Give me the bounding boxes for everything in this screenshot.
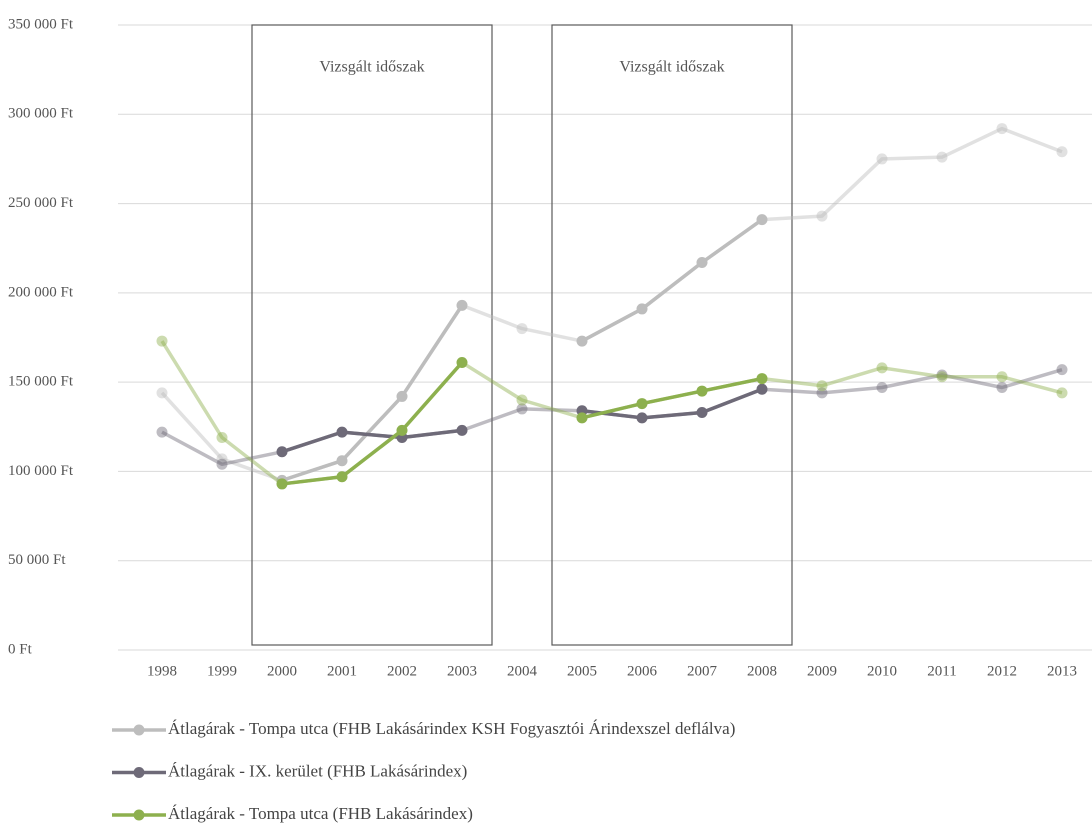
point <box>636 412 648 424</box>
point <box>156 387 168 399</box>
x-tick-label: 1999 <box>207 663 237 679</box>
period-label: Vizsgált időszak <box>319 59 424 76</box>
point <box>696 385 708 397</box>
point <box>816 387 828 399</box>
point <box>336 471 348 483</box>
point <box>816 210 828 222</box>
x-tick-label: 2011 <box>927 663 956 679</box>
y-tick-label: 250 000 Ft <box>8 195 74 211</box>
point <box>816 380 828 392</box>
legend-marker <box>133 809 145 821</box>
point <box>876 362 888 374</box>
x-tick-label: 2005 <box>567 663 597 679</box>
point <box>756 383 768 395</box>
series-line-highlight <box>281 304 464 483</box>
period-box <box>251 24 493 646</box>
point <box>696 257 708 268</box>
point <box>876 153 888 165</box>
y-tick-label: 350 000 Ft <box>8 16 74 32</box>
point <box>276 478 288 490</box>
series-line-highlight <box>581 376 763 420</box>
series-line-highlight <box>281 361 464 486</box>
legend-label: Átlagárak - Tompa utca (FHB Lakásárindex… <box>168 719 735 738</box>
point <box>996 123 1008 135</box>
x-tick-label: 2012 <box>987 663 1017 679</box>
point <box>936 151 948 163</box>
x-tick-label: 2000 <box>267 663 297 679</box>
point <box>216 432 228 443</box>
point <box>456 357 468 368</box>
point <box>156 335 168 347</box>
x-tick-label: 2002 <box>387 663 417 679</box>
point <box>1056 146 1068 158</box>
point <box>636 303 648 315</box>
x-tick-label: 2001 <box>327 663 357 679</box>
point <box>336 426 348 438</box>
y-tick-label: 50 000 Ft <box>8 552 66 568</box>
y-tick-label: 150 000 Ft <box>8 374 74 390</box>
point <box>936 371 948 383</box>
series-line <box>160 126 1063 483</box>
y-tick-label: 0 Ft <box>8 641 33 657</box>
point <box>1056 364 1068 376</box>
point <box>876 382 888 393</box>
series-line-highlight <box>581 218 764 343</box>
point <box>516 323 528 335</box>
x-tick-label: 2009 <box>807 663 837 679</box>
period-label: Vizsgált időszak <box>619 59 724 76</box>
point <box>516 394 528 406</box>
x-tick-label: 2010 <box>867 663 897 679</box>
point <box>216 458 228 470</box>
series-line-highlight <box>581 387 763 420</box>
x-tick-label: 2013 <box>1047 663 1077 679</box>
x-tick-label: 2007 <box>687 663 718 679</box>
point <box>396 424 408 436</box>
point <box>156 426 168 438</box>
point <box>576 335 588 347</box>
legend: Átlagárak - Tompa utca (FHB Lakásárindex… <box>112 719 735 823</box>
y-tick-label: 300 000 Ft <box>8 106 74 122</box>
x-tick-label: 2008 <box>747 663 777 679</box>
x-tick-label: 1998 <box>147 663 177 679</box>
point <box>696 407 708 418</box>
point <box>276 446 288 458</box>
point <box>996 371 1008 383</box>
y-tick-label: 100 000 Ft <box>8 463 74 479</box>
point <box>936 369 948 381</box>
point <box>336 455 348 467</box>
point <box>636 398 648 410</box>
point <box>996 382 1008 393</box>
point <box>216 453 228 465</box>
x-tick-label: 2004 <box>507 663 538 679</box>
series-line-highlight <box>281 428 463 454</box>
point <box>756 214 768 226</box>
point <box>456 299 468 311</box>
point <box>1056 387 1068 399</box>
period-box <box>551 24 793 646</box>
x-tick-label: 2003 <box>447 663 477 679</box>
y-tick-label: 200 000 Ft <box>8 284 74 300</box>
legend-marker <box>133 724 145 736</box>
point <box>576 412 588 424</box>
point <box>456 424 468 436</box>
legend-label: Átlagárak - Tompa utca (FHB Lakásárindex… <box>168 804 473 823</box>
point <box>396 390 408 402</box>
series-line <box>161 367 1063 467</box>
point <box>756 373 768 385</box>
x-tick-label: 2006 <box>627 663 658 679</box>
legend-label: Átlagárak - IX. kerület (FHB Lakásárinde… <box>168 761 467 780</box>
legend-marker <box>133 767 145 778</box>
point <box>516 403 528 415</box>
